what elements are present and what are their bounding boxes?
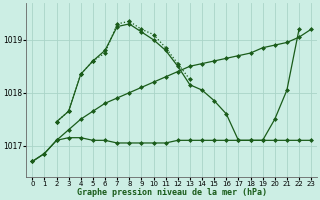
- X-axis label: Graphe pression niveau de la mer (hPa): Graphe pression niveau de la mer (hPa): [77, 188, 267, 197]
